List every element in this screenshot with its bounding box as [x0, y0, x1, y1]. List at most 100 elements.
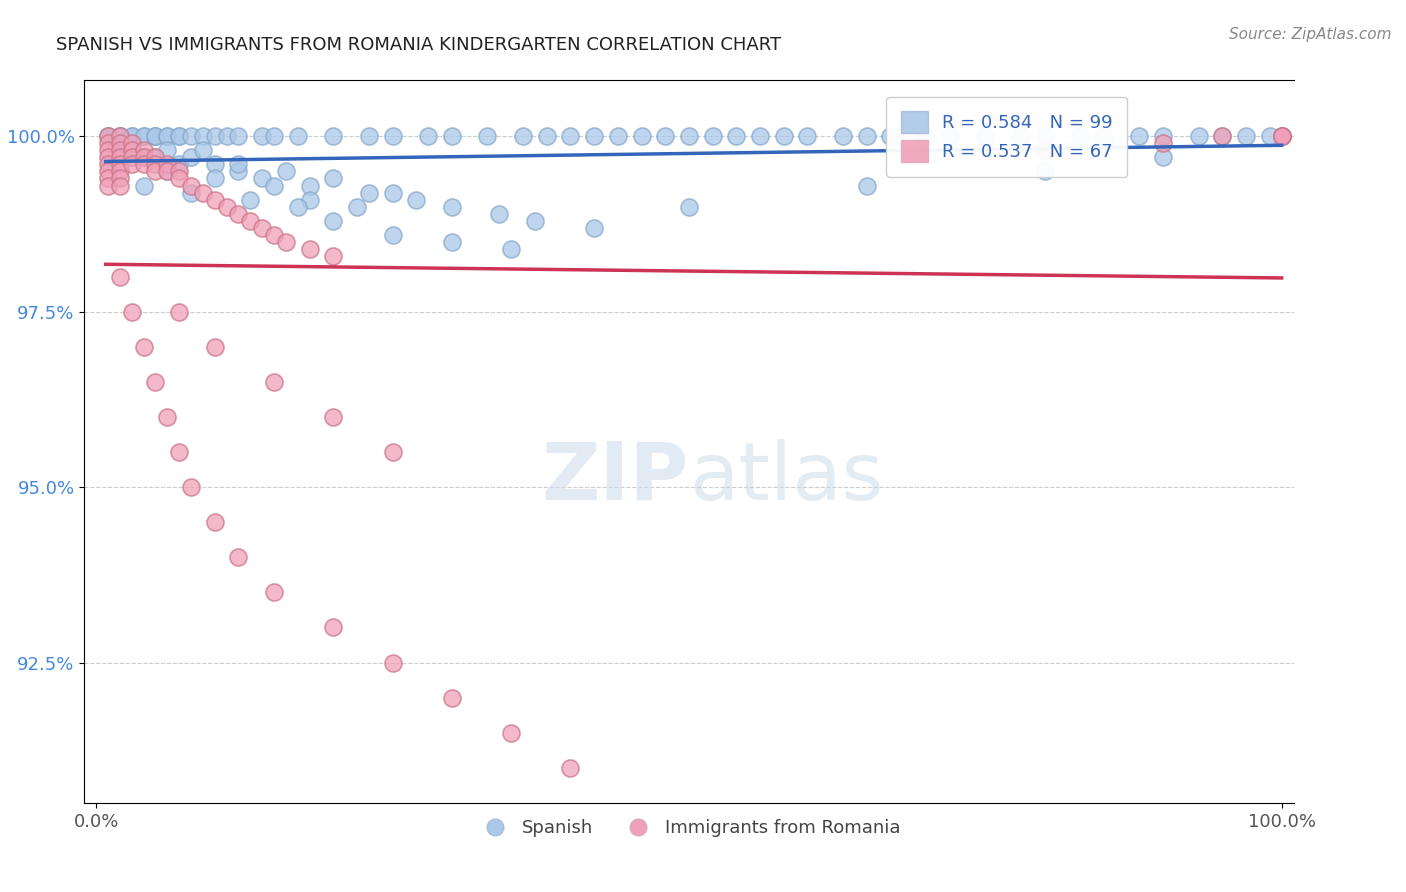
Point	[167, 171, 190, 186]
Point	[381, 445, 404, 459]
Point	[1128, 129, 1150, 144]
Point	[145, 151, 167, 165]
Point	[796, 129, 818, 144]
Point	[156, 157, 179, 171]
Point	[678, 129, 700, 144]
Point	[97, 157, 120, 171]
Point	[440, 129, 463, 144]
Point	[501, 242, 523, 256]
Point	[938, 129, 960, 144]
Point	[418, 129, 440, 144]
Point	[145, 151, 167, 165]
Point	[228, 164, 250, 178]
Point	[108, 171, 131, 186]
Point	[1033, 144, 1056, 158]
Point	[97, 144, 120, 158]
Point	[560, 761, 582, 775]
Point	[322, 213, 344, 227]
Point	[108, 157, 131, 171]
Point	[263, 375, 285, 389]
Point	[749, 129, 772, 144]
Point	[97, 129, 120, 144]
Point	[1033, 129, 1056, 144]
Point	[121, 129, 143, 144]
Point	[263, 585, 285, 599]
Point	[145, 129, 167, 144]
Point	[121, 136, 143, 151]
Point	[121, 129, 143, 144]
Point	[180, 129, 202, 144]
Point	[440, 690, 463, 705]
Point	[772, 129, 794, 144]
Point	[250, 220, 273, 235]
Text: SPANISH VS IMMIGRANTS FROM ROMANIA KINDERGARTEN CORRELATION CHART: SPANISH VS IMMIGRANTS FROM ROMANIA KINDE…	[56, 36, 782, 54]
Point	[654, 129, 676, 144]
Point	[108, 136, 131, 151]
Point	[1211, 129, 1233, 144]
Point	[121, 144, 143, 158]
Point	[145, 164, 167, 178]
Point	[239, 213, 262, 227]
Point	[97, 151, 120, 165]
Point	[322, 409, 344, 424]
Point	[156, 409, 179, 424]
Point	[180, 178, 202, 193]
Point	[583, 220, 606, 235]
Point	[357, 186, 380, 200]
Point	[381, 129, 404, 144]
Point	[1092, 129, 1115, 144]
Point	[108, 164, 131, 178]
Point	[108, 129, 131, 144]
Point	[180, 151, 202, 165]
Point	[322, 620, 344, 634]
Point	[215, 200, 238, 214]
Point	[1010, 129, 1032, 144]
Point	[678, 200, 700, 214]
Point	[1152, 151, 1174, 165]
Point	[108, 129, 131, 144]
Point	[1271, 129, 1294, 144]
Point	[1152, 136, 1174, 151]
Point	[228, 550, 250, 565]
Point	[381, 656, 404, 670]
Point	[132, 129, 155, 144]
Point	[1271, 129, 1294, 144]
Point	[228, 206, 250, 220]
Point	[501, 725, 523, 739]
Point	[204, 340, 226, 354]
Point	[145, 129, 167, 144]
Point	[167, 129, 190, 144]
Point	[132, 144, 155, 158]
Point	[191, 144, 214, 158]
Point	[97, 136, 120, 151]
Point	[145, 129, 167, 144]
Point	[630, 129, 652, 144]
Point	[488, 206, 510, 220]
Point	[204, 515, 226, 529]
Point	[97, 178, 120, 193]
Point	[357, 129, 380, 144]
Point	[322, 171, 344, 186]
Point	[322, 129, 344, 144]
Point	[156, 144, 179, 158]
Point	[167, 305, 190, 319]
Point	[239, 193, 262, 207]
Point	[1152, 129, 1174, 144]
Point	[97, 164, 120, 178]
Point	[915, 129, 938, 144]
Point	[145, 157, 167, 171]
Point	[298, 242, 321, 256]
Point	[287, 200, 309, 214]
Point	[702, 129, 724, 144]
Point	[1271, 129, 1294, 144]
Point	[1188, 129, 1211, 144]
Point	[108, 129, 131, 144]
Text: atlas: atlas	[689, 439, 883, 516]
Point	[287, 129, 309, 144]
Point	[180, 480, 202, 494]
Point	[156, 164, 179, 178]
Point	[121, 305, 143, 319]
Point	[132, 151, 155, 165]
Point	[725, 129, 748, 144]
Point	[974, 129, 997, 144]
